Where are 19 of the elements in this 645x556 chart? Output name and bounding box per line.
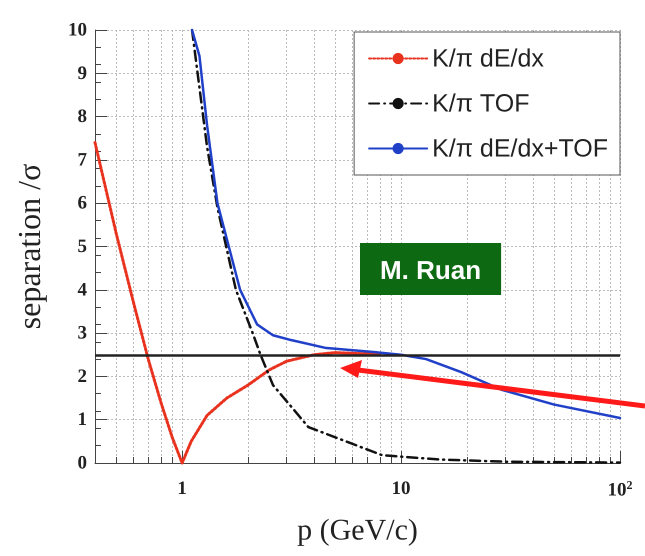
y-tick-label: 6: [78, 192, 87, 214]
y-tick-label: 2: [78, 366, 87, 387]
annotation: M. Ruan: [380, 255, 482, 285]
y-tick-label: 0: [78, 452, 87, 474]
legend-label: K/π dE/dx+TOF: [432, 134, 608, 162]
y-tick-label: 4: [78, 279, 88, 300]
y-tick-label: 1: [78, 409, 87, 430]
y-tick-label: 3: [78, 322, 87, 344]
y-tick-label: 10: [68, 20, 87, 40]
x-tick-label: 10: [392, 478, 411, 499]
x-tick-label: 1: [177, 478, 187, 499]
y-tick-label: 5: [78, 236, 87, 257]
legend-label: K/π dE/dx: [432, 44, 544, 72]
y-tick-label: 9: [78, 62, 87, 84]
y-tick-label: 8: [78, 106, 87, 128]
legend-label: K/π TOF: [432, 90, 530, 118]
y-axis-title: separation /σ: [11, 164, 47, 330]
x-axis-title: p (GeV/c): [297, 514, 418, 546]
y-tick-label: 7: [78, 149, 88, 170]
